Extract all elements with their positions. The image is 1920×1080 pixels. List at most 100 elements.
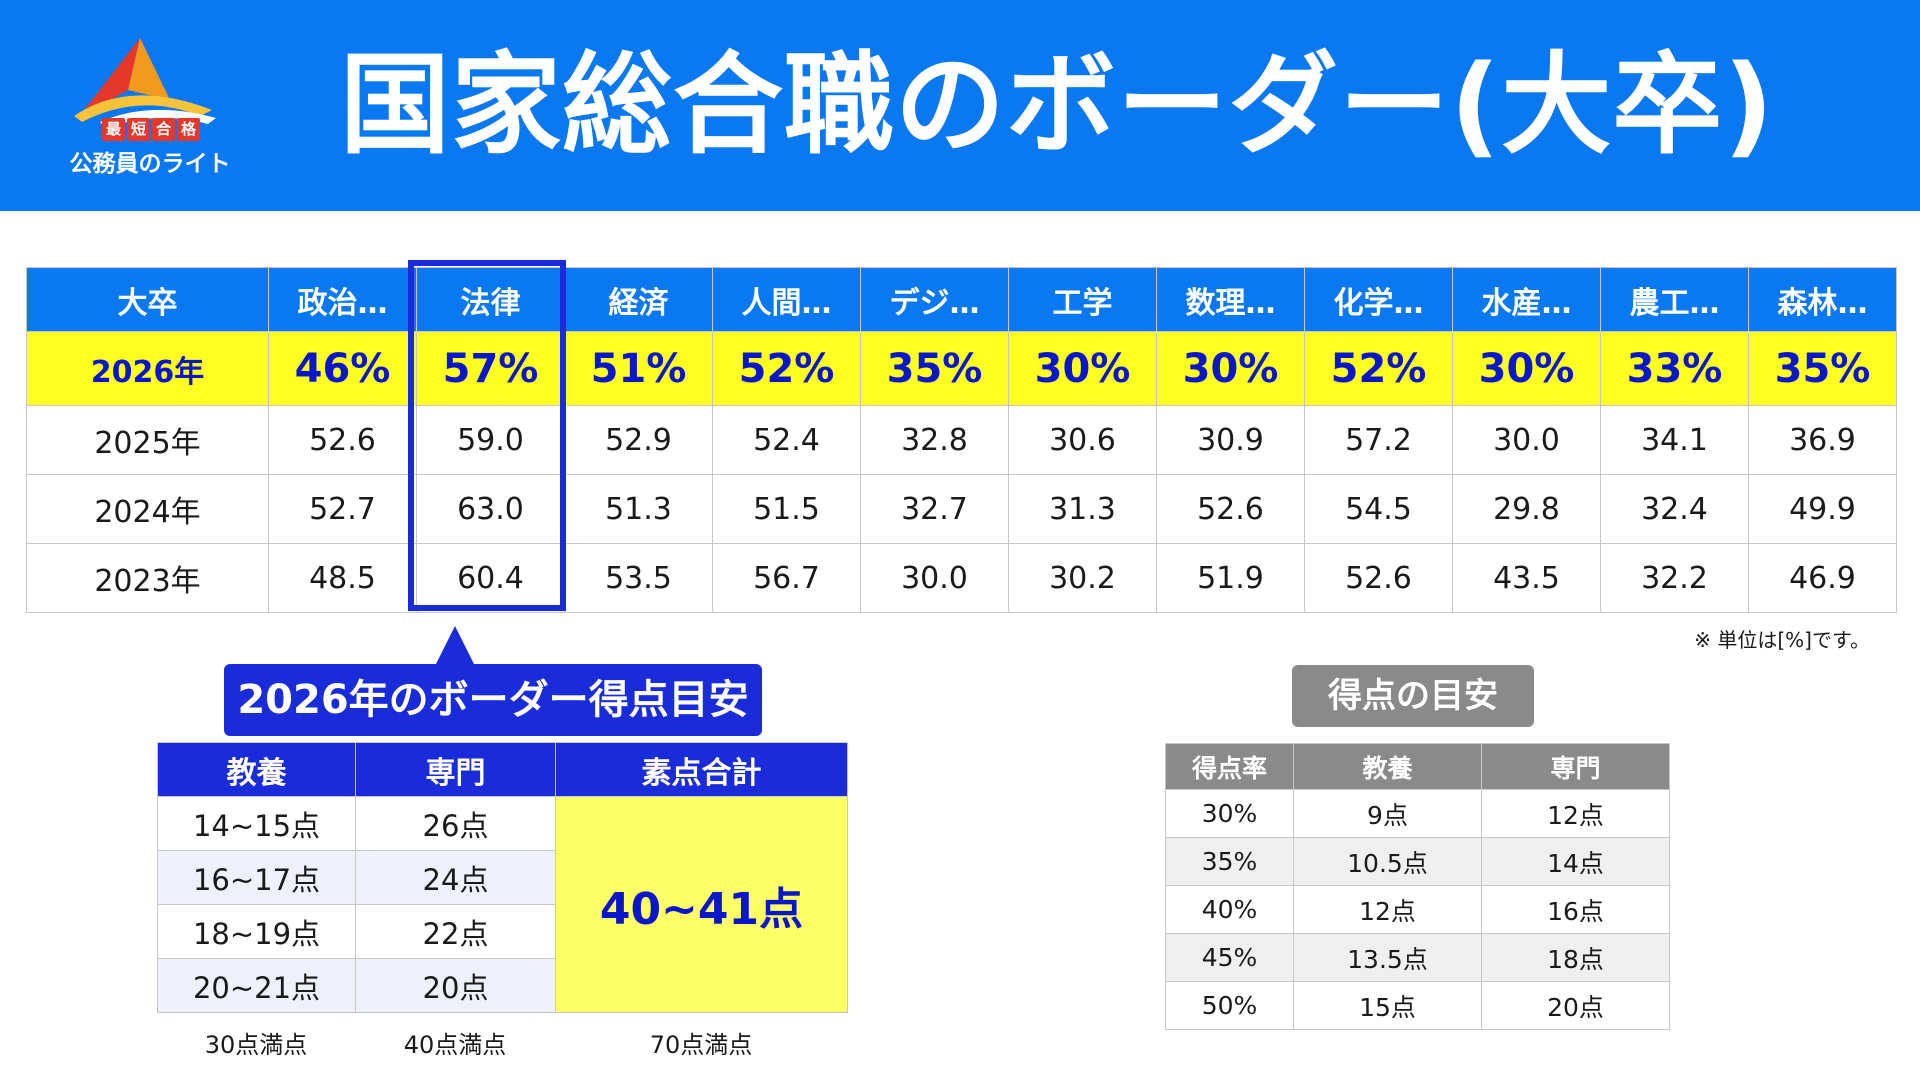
value-cell: 52.7 bbox=[268, 474, 417, 544]
rate-cell: 52% bbox=[1304, 331, 1453, 406]
value-cell: 32.2 bbox=[1600, 543, 1749, 613]
logo-tag: 最 短 合 格 bbox=[102, 118, 200, 141]
table-row: 2025年 52.6 59.0 52.9 52.4 32.8 30.6 30.9… bbox=[26, 405, 1897, 475]
value-cell: 32.7 bbox=[860, 474, 1009, 544]
value-cell: 30.2 bbox=[1008, 543, 1157, 613]
rate-cell: 57% bbox=[416, 331, 565, 406]
total-score-cell: 40~41点 bbox=[555, 796, 848, 1013]
rate-cell: 45% bbox=[1165, 933, 1294, 982]
rate-cell: 30% bbox=[1156, 331, 1305, 406]
value-cell: 30.0 bbox=[1452, 405, 1601, 475]
year-cell: 2023年 bbox=[26, 543, 269, 613]
logo-tag-char: 最 bbox=[102, 118, 125, 141]
column-header: 得点率 bbox=[1165, 743, 1294, 790]
year-cell: 2026年 bbox=[26, 331, 269, 406]
rate-cell: 35% bbox=[1748, 331, 1897, 406]
column-header: 法律 bbox=[416, 267, 565, 332]
value-cell: 32.8 bbox=[860, 405, 1009, 475]
table-row: 2024年 52.7 63.0 51.3 51.5 32.7 31.3 52.6… bbox=[26, 474, 1897, 544]
logo-name: 公務員のライト bbox=[69, 151, 231, 177]
value-cell: 52.9 bbox=[564, 405, 713, 475]
specialty-full-score: 40点満点 bbox=[403, 1031, 507, 1059]
logo-mark-icon bbox=[74, 38, 216, 128]
general-score-cell: 9点 bbox=[1293, 789, 1482, 838]
column-header: 人間… bbox=[712, 267, 861, 332]
table-row: 18~19点 22点 bbox=[157, 904, 848, 959]
table-row: 30% 9点 12点 bbox=[1165, 789, 1670, 838]
specialty-score-cell: 22点 bbox=[355, 904, 556, 959]
value-cell: 48.5 bbox=[268, 543, 417, 613]
general-score-cell: 18~19点 bbox=[157, 904, 356, 959]
value-cell: 54.5 bbox=[1304, 474, 1453, 544]
year-cell: 2024年 bbox=[26, 474, 269, 544]
page-title: 国家総合職のボーダー(大卒) bbox=[340, 41, 1775, 169]
table-row: 14~15点 26点 40~41点 bbox=[157, 796, 848, 1013]
specialty-score-cell: 20点 bbox=[1481, 981, 1670, 1030]
column-header: 化学… bbox=[1304, 267, 1453, 332]
rate-cell: 30% bbox=[1165, 789, 1294, 838]
table-header-row: 得点率 教養 専門 bbox=[1165, 743, 1670, 790]
general-score-cell: 16~17点 bbox=[157, 850, 356, 905]
rate-cell: 35% bbox=[1165, 837, 1294, 886]
value-cell: 36.9 bbox=[1748, 405, 1897, 475]
value-cell: 51.9 bbox=[1156, 543, 1305, 613]
table-row: 35% 10.5点 14点 bbox=[1165, 837, 1670, 886]
column-header: 素点合計 bbox=[555, 742, 848, 797]
value-cell: 43.5 bbox=[1452, 543, 1601, 613]
rate-cell: 52% bbox=[712, 331, 861, 406]
unit-note: ※ 単位は[%]です。 bbox=[1694, 628, 1870, 652]
general-score-cell: 10.5点 bbox=[1293, 837, 1482, 886]
table-row: 20~21点 20点 bbox=[157, 958, 848, 1013]
general-score-cell: 13.5点 bbox=[1293, 933, 1482, 982]
callout-pointer-icon bbox=[435, 626, 475, 666]
column-header: 経済 bbox=[564, 267, 713, 332]
column-header: 水産… bbox=[1452, 267, 1601, 332]
border-score-callout: 2026年のボーダー得点目安 bbox=[224, 664, 762, 736]
value-cell: 53.5 bbox=[564, 543, 713, 613]
rate-cell: 30% bbox=[1008, 331, 1157, 406]
logo: 最 短 合 格 公務員のライト bbox=[60, 30, 240, 180]
column-header: 森林… bbox=[1748, 267, 1897, 332]
table-row: 2023年 48.5 60.4 53.5 56.7 30.0 30.2 51.9… bbox=[26, 543, 1897, 613]
value-cell: 30.9 bbox=[1156, 405, 1305, 475]
value-cell: 63.0 bbox=[416, 474, 565, 544]
value-cell: 32.4 bbox=[1600, 474, 1749, 544]
rate-cell: 40% bbox=[1165, 885, 1294, 934]
table-header-row: 大卒 政治… 法律 経済 人間… デジ… 工学 数理… 化学… 水産… 農工… … bbox=[26, 267, 1897, 332]
specialty-score-cell: 12点 bbox=[1481, 789, 1670, 838]
column-header: 農工… bbox=[1600, 267, 1749, 332]
column-header: 大卒 bbox=[26, 267, 269, 332]
value-cell: 52.4 bbox=[712, 405, 861, 475]
general-full-score: 30点満点 bbox=[204, 1031, 308, 1059]
value-cell: 51.3 bbox=[564, 474, 713, 544]
table-row: 16~17点 24点 bbox=[157, 850, 848, 905]
table-row: 50% 15点 20点 bbox=[1165, 981, 1670, 1030]
rate-cell: 51% bbox=[564, 331, 713, 406]
table-header-row: 教養 専門 素点合計 bbox=[157, 742, 848, 797]
logo-tag-char: 格 bbox=[177, 118, 200, 141]
rate-cell: 50% bbox=[1165, 981, 1294, 1030]
page-header: 最 短 合 格 公務員のライト 国家総合職のボーダー(大卒) bbox=[0, 0, 1920, 211]
value-cell: 52.6 bbox=[1304, 543, 1453, 613]
general-score-cell: 12点 bbox=[1293, 885, 1482, 934]
year-cell: 2025年 bbox=[26, 405, 269, 475]
value-cell: 49.9 bbox=[1748, 474, 1897, 544]
value-cell: 30.6 bbox=[1008, 405, 1157, 475]
total-full-score: 70点満点 bbox=[649, 1031, 753, 1059]
logo-tag-char: 短 bbox=[127, 118, 150, 141]
value-cell: 57.2 bbox=[1304, 405, 1453, 475]
column-header: 専門 bbox=[1481, 743, 1670, 790]
specialty-score-cell: 24点 bbox=[355, 850, 556, 905]
rate-cell: 30% bbox=[1452, 331, 1601, 406]
border-score-table: 教養 専門 素点合計 14~15点 26点 40~41点 16~17点 24点 … bbox=[157, 742, 848, 1013]
specialty-score-cell: 18点 bbox=[1481, 933, 1670, 982]
rate-cell: 33% bbox=[1600, 331, 1749, 406]
general-score-cell: 15点 bbox=[1293, 981, 1482, 1030]
value-cell: 59.0 bbox=[416, 405, 565, 475]
specialty-score-cell: 14点 bbox=[1481, 837, 1670, 886]
value-cell: 46.9 bbox=[1748, 543, 1897, 613]
score-guide-label: 得点の目安 bbox=[1292, 665, 1534, 727]
column-header: 数理… bbox=[1156, 267, 1305, 332]
value-cell: 31.3 bbox=[1008, 474, 1157, 544]
value-cell: 60.4 bbox=[416, 543, 565, 613]
